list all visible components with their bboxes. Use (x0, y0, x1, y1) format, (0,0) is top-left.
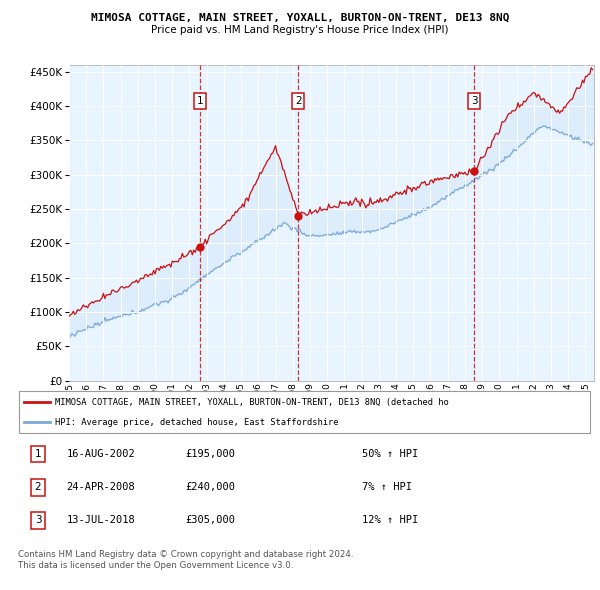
Text: MIMOSA COTTAGE, MAIN STREET, YOXALL, BURTON-ON-TRENT, DE13 8NQ (detached ho: MIMOSA COTTAGE, MAIN STREET, YOXALL, BUR… (55, 398, 449, 407)
Text: Price paid vs. HM Land Registry's House Price Index (HPI): Price paid vs. HM Land Registry's House … (151, 25, 449, 35)
Text: 50% ↑ HPI: 50% ↑ HPI (362, 449, 418, 459)
Text: 2: 2 (35, 482, 41, 492)
Text: 3: 3 (471, 96, 478, 106)
Text: 16-AUG-2002: 16-AUG-2002 (67, 449, 136, 459)
Text: 12% ↑ HPI: 12% ↑ HPI (362, 515, 418, 525)
Text: This data is licensed under the Open Government Licence v3.0.: This data is licensed under the Open Gov… (18, 560, 293, 569)
Text: £305,000: £305,000 (186, 515, 236, 525)
Text: 2: 2 (295, 96, 301, 106)
Text: 1: 1 (35, 449, 41, 459)
Text: 7% ↑ HPI: 7% ↑ HPI (362, 482, 412, 492)
Text: 3: 3 (35, 515, 41, 525)
Text: 1: 1 (197, 96, 203, 106)
Text: £240,000: £240,000 (186, 482, 236, 492)
Text: MIMOSA COTTAGE, MAIN STREET, YOXALL, BURTON-ON-TRENT, DE13 8NQ: MIMOSA COTTAGE, MAIN STREET, YOXALL, BUR… (91, 13, 509, 23)
Text: HPI: Average price, detached house, East Staffordshire: HPI: Average price, detached house, East… (55, 418, 339, 427)
Text: 24-APR-2008: 24-APR-2008 (67, 482, 136, 492)
Text: £195,000: £195,000 (186, 449, 236, 459)
Text: 13-JUL-2018: 13-JUL-2018 (67, 515, 136, 525)
Text: Contains HM Land Registry data © Crown copyright and database right 2024.: Contains HM Land Registry data © Crown c… (18, 550, 353, 559)
FancyBboxPatch shape (19, 391, 590, 433)
